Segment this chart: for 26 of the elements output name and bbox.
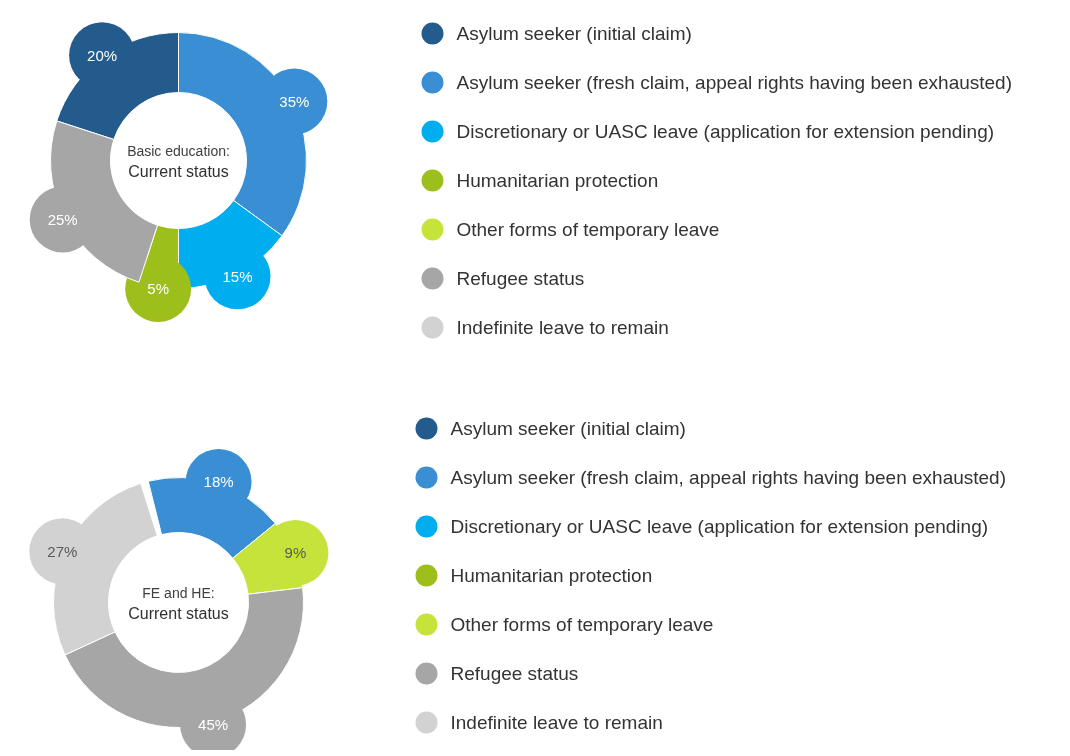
data-label: 18%	[203, 473, 234, 491]
data-label: 15%	[222, 267, 253, 285]
legend-label: Asylum seeker (initial claim)	[450, 418, 686, 439]
data-label: 20%	[87, 46, 118, 64]
legend-label: Refugee status	[450, 663, 579, 684]
data-label: 35%	[279, 92, 310, 110]
text: Basic education:	[127, 142, 230, 159]
data-label: 25%	[47, 211, 78, 229]
legend-label: Asylum seeker (fresh claim, appeal rights having been exhausted)	[456, 72, 1013, 93]
legend-label: Refugee status	[456, 268, 585, 289]
legend-label: Indefinite leave to remain	[450, 712, 663, 733]
legend-label: Humanitarian protection	[456, 170, 659, 191]
legend-label: Humanitarian protection	[450, 565, 653, 586]
data-label: 45%	[198, 716, 229, 734]
legend-label: Asylum seeker (initial claim)	[456, 23, 692, 44]
text: Current status	[128, 605, 229, 622]
legend-label: Other forms of temporary leave	[450, 614, 714, 635]
legend-label: Other forms of temporary leave	[456, 219, 720, 240]
text: Current status	[128, 163, 229, 180]
legend-label: Asylum seeker (fresh claim, appeal rights having been exhausted)	[450, 467, 1007, 488]
legend-label: Indefinite leave to remain	[456, 317, 669, 338]
text: FE and HE:	[142, 584, 215, 601]
data-label: 9%	[284, 544, 307, 562]
legend-label: Discretionary or UASC leave (application for extension pending)	[456, 121, 995, 142]
legend-label: Discretionary or UASC leave (application for extension pending)	[450, 516, 989, 537]
data-label: 27%	[47, 542, 78, 560]
